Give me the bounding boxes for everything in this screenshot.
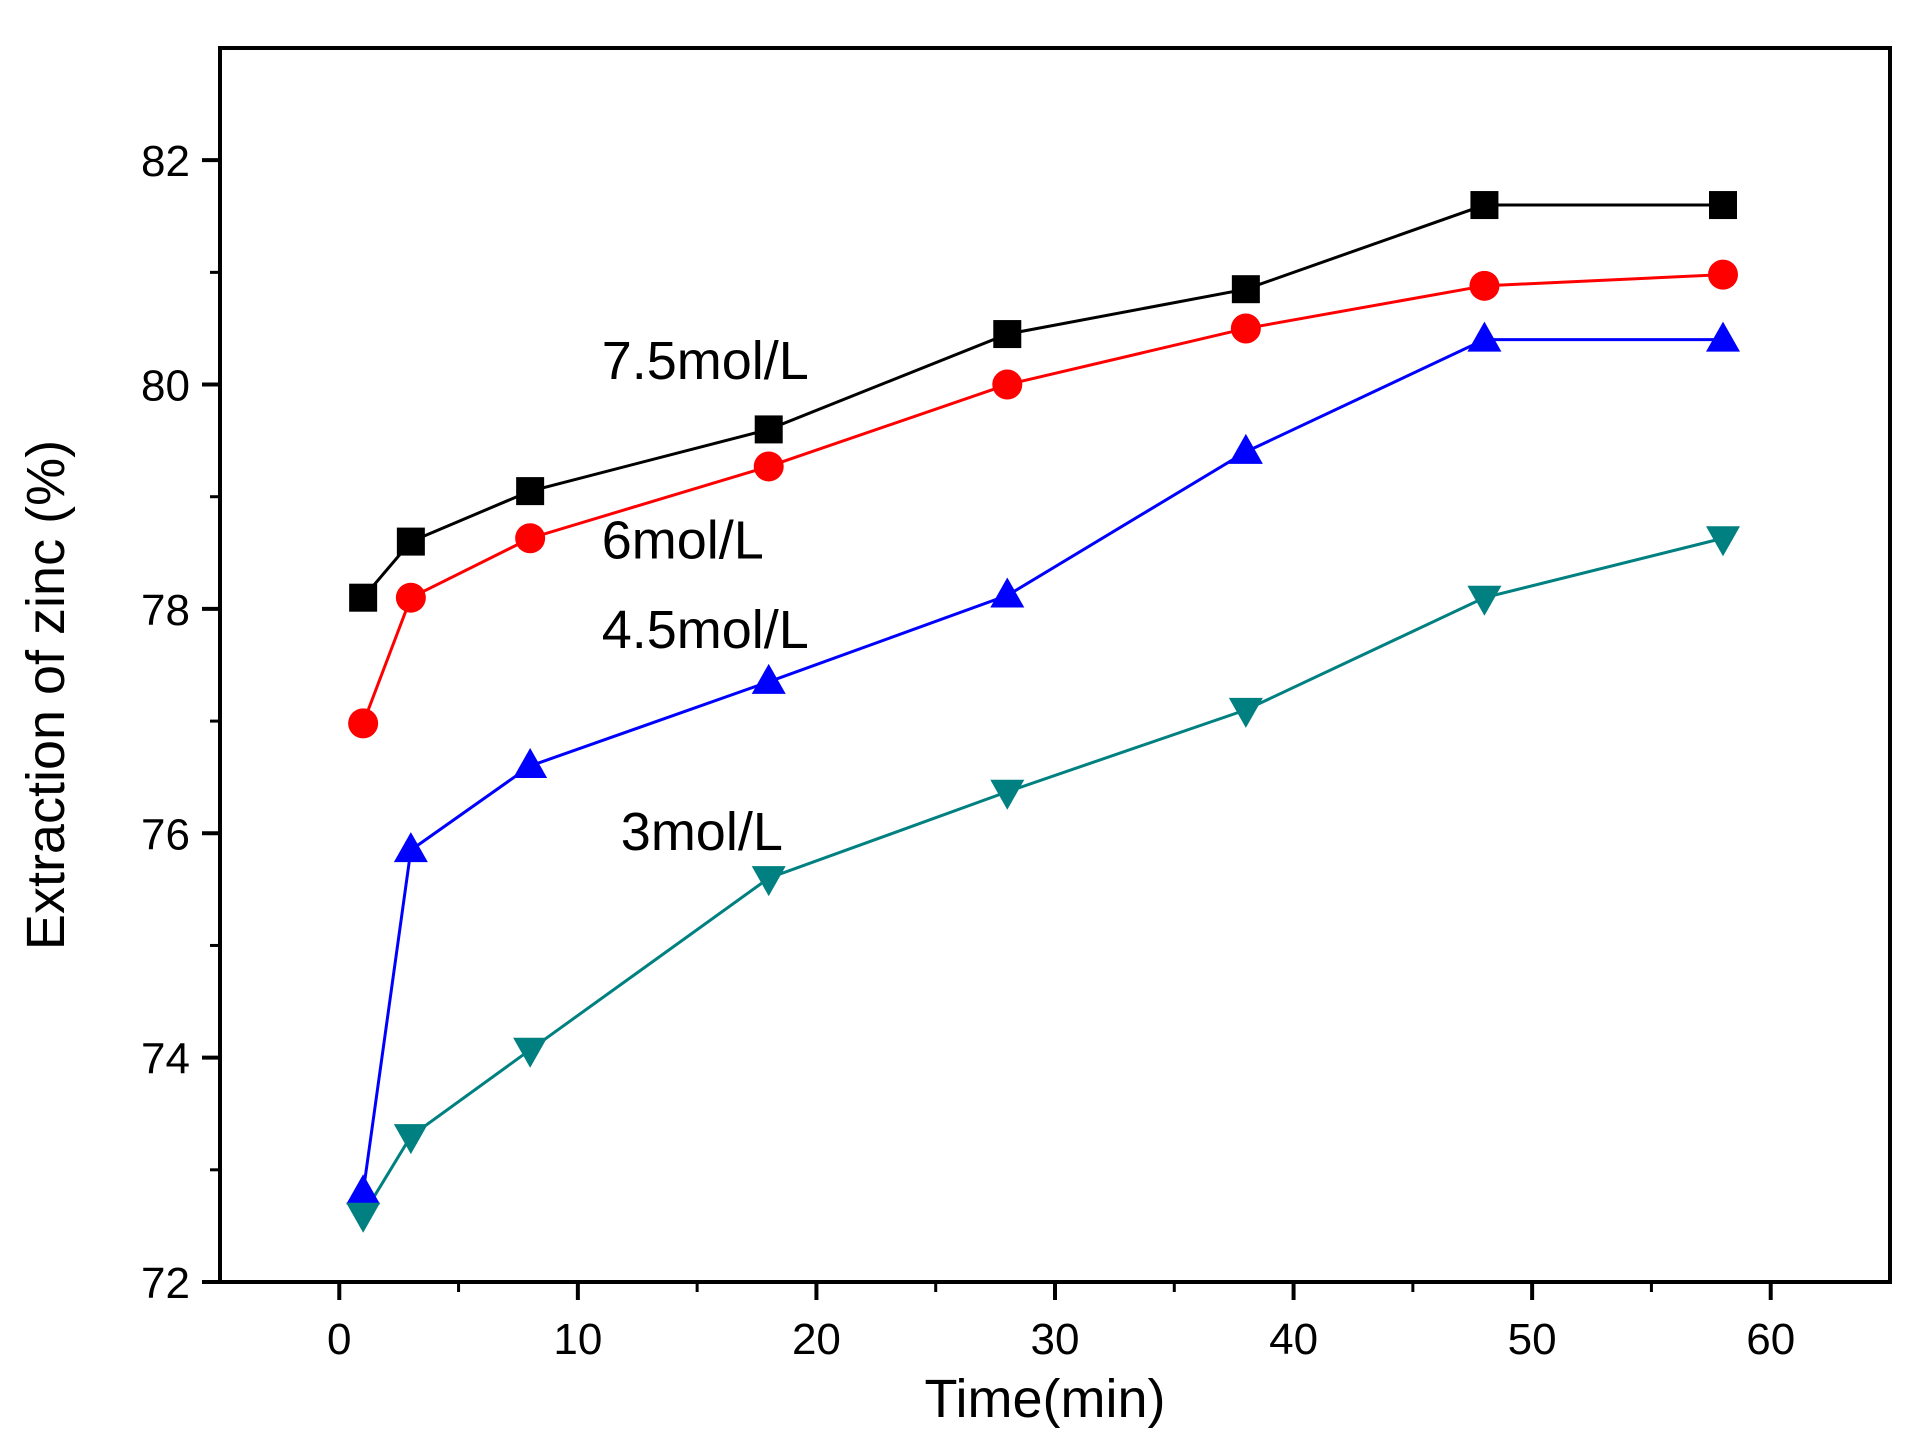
data-point-s0-6 (1470, 191, 1499, 220)
x-tick-label-10: 10 (553, 1315, 602, 1364)
data-point-s0-1 (396, 527, 425, 556)
data-point-s1-2 (515, 523, 546, 554)
data-point-s0-5 (1231, 275, 1260, 304)
data-point-s3-2 (513, 1037, 548, 1068)
data-point-s2-5 (1228, 433, 1263, 464)
data-point-s0-0 (349, 583, 378, 612)
data-point-s1-7 (1708, 259, 1738, 290)
data-point-s3-1 (393, 1124, 428, 1155)
data-point-s2-3 (751, 663, 786, 694)
data-point-s0-2 (516, 477, 545, 506)
data-point-s1-5 (1230, 313, 1261, 344)
data-point-s0-7 (1709, 191, 1737, 220)
x-tick-label-40: 40 (1269, 1315, 1318, 1364)
y-axis-title: Extraction of zinc (%) (16, 440, 76, 950)
x-tick-label-20: 20 (792, 1315, 841, 1364)
annotation-layer: 7.5mol/L 6mol/L 4.5mol/L 3mol/L (602, 331, 809, 862)
x-tick-label-30: 30 (1031, 1315, 1080, 1364)
data-point-s1-6 (1469, 270, 1500, 301)
data-point-s1-0 (348, 708, 379, 739)
y-tick-label-76: 76 (141, 810, 190, 859)
data-point-s2-7 (1706, 321, 1740, 352)
data-point-s3-7 (1706, 526, 1740, 557)
data-point-s3-0 (346, 1202, 381, 1233)
data-point-s1-4 (992, 369, 1023, 400)
data-point-s3-3 (751, 866, 786, 897)
data-point-s2-1 (393, 832, 428, 863)
data-point-s2-2 (513, 747, 548, 778)
annotation-label-2: 4.5mol/L (602, 600, 809, 660)
data-point-s3-4 (990, 779, 1025, 810)
tick-layer: 0 10 20 30 40 50 60 72 74 76 78 80 82 (141, 137, 1795, 1364)
data-point-s1-1 (395, 582, 426, 613)
y-tick-label-72: 72 (141, 1259, 190, 1308)
data-point-s0-4 (993, 320, 1022, 349)
x-axis-title: Time(min) (925, 1369, 1166, 1429)
series-line-2 (361, 338, 1723, 1193)
data-point-s3-5 (1228, 697, 1263, 728)
plot-frame (218, 46, 1892, 1284)
data-point-s3-6 (1467, 585, 1502, 616)
data-point-s1-3 (753, 451, 784, 482)
data-point-s2-4 (990, 577, 1025, 608)
annotation-label-3: 3mol/L (621, 802, 783, 862)
annotation-label-0: 7.5mol/L (602, 331, 809, 391)
data-point-s2-0 (346, 1174, 381, 1205)
y-tick-label-74: 74 (141, 1035, 190, 1084)
series-line-3 (361, 536, 1724, 1216)
marker-layer (346, 191, 1740, 1233)
series-line-0 (362, 203, 1723, 599)
y-tick-label-78: 78 (141, 586, 190, 635)
x-tick-label-60: 60 (1746, 1315, 1795, 1364)
annotation-label-1: 6mol/L (602, 510, 764, 570)
series-layer (361, 203, 1724, 1216)
x-tick-label-0: 0 (327, 1315, 351, 1364)
data-point-s2-6 (1467, 321, 1502, 352)
x-tick-label-50: 50 (1508, 1315, 1557, 1364)
y-tick-label-80: 80 (141, 362, 190, 411)
y-tick-label-82: 82 (141, 137, 190, 186)
data-point-s0-3 (754, 415, 783, 444)
series-line-1 (361, 273, 1724, 724)
